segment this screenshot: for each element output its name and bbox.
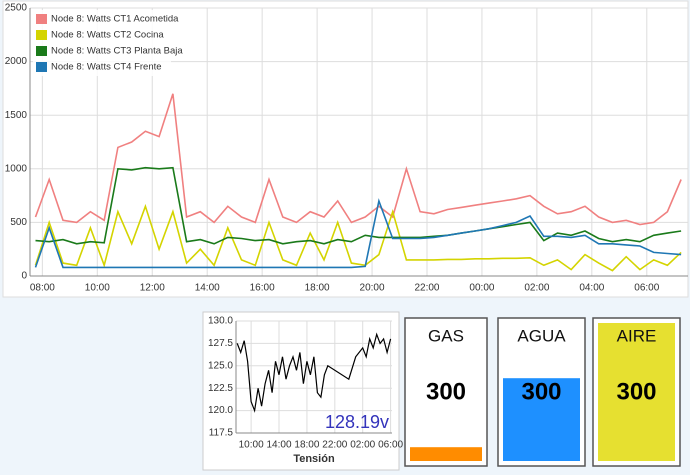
legend-label: Node 8: Watts CT3 Planta Baja [51,46,183,57]
y-tick-label: 1000 [5,163,28,174]
y-tick-label: 500 [10,217,27,228]
y-tick-label: 125.0 [208,360,233,371]
x-tick-label: 02:00 [524,283,549,294]
legend-swatch [36,14,47,24]
legend-label: Node 8: Watts CT2 Cocina [51,30,164,41]
x-tick-label: 18:00 [294,440,319,451]
gauge-label: AGUA [517,326,566,345]
y-tick-label: 117.5 [209,428,234,439]
y-tick-label: 130.0 [208,316,233,327]
gauge-value: 300 [616,378,656,405]
gauge-fill [503,378,580,461]
legend-label: Node 8: Watts CT4 Frente [51,62,162,73]
y-tick-label: 2000 [5,56,28,67]
gauge-fill [598,323,675,461]
y-tick-label: 122.5 [208,383,233,394]
x-tick-label: 22:00 [322,440,347,451]
x-tick-label: 04:00 [579,283,604,294]
gauge-fill [410,447,482,461]
x-tick-label: 10:00 [239,440,264,451]
series-line [34,93,682,226]
x-tick-label: 10:00 [85,283,110,294]
series-line [34,203,682,272]
x-tick-label: 00:00 [469,283,494,294]
series-line [236,332,392,413]
x-tick-label: 08:00 [30,283,55,294]
x-tick-label: 06:00 [634,283,659,294]
y-tick-label: 1500 [5,110,28,121]
legend-swatch [36,30,47,40]
gauge-value: 300 [426,378,466,405]
x-tick-label: 22:00 [414,283,439,294]
series-line [35,166,682,245]
legend-swatch [36,62,47,72]
x-tick-label: 12:00 [140,283,165,294]
x-tick-label: 20:00 [360,283,385,294]
y-tick-label: 2500 [5,3,28,14]
x-tick-label: 14:00 [267,440,292,451]
x-tick-label: 14:00 [195,283,220,294]
gauge-panel [404,317,488,467]
x-tick-label: 16:00 [250,283,275,294]
x-tick-label: 02:00 [350,440,375,451]
legend-box [33,10,171,76]
x-axis-label: Tensión [293,453,335,465]
y-tick-label: 0 [21,271,27,282]
legend-label: Node 8: Watts CT1 Acometida [51,14,179,25]
voltage-readout: 128.19v [325,412,389,432]
y-tick-label: 120.0 [208,405,233,416]
x-tick-label: 18:00 [305,283,330,294]
gauge-label: GAS [428,326,464,345]
gauge-value: 300 [521,378,561,405]
y-tick-label: 127.5 [208,338,233,349]
legend-swatch [36,46,47,56]
gauge-label: AIRE [617,326,657,345]
series-line [34,198,682,269]
x-tick-label: 06:00 [378,440,403,451]
